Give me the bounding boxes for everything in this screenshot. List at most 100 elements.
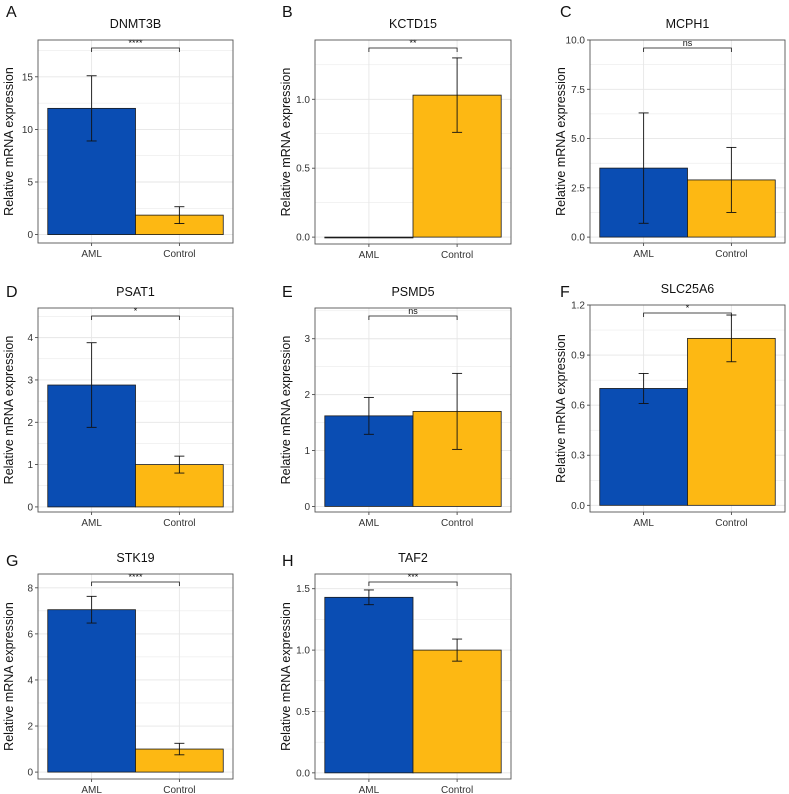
panel-title: KCTD15 (389, 17, 437, 31)
panel-title: DNMT3B (110, 17, 161, 31)
x-tick-label: Control (441, 250, 473, 261)
y-axis-label: Relative mRNA expression (2, 67, 16, 216)
significance-bracket (368, 47, 458, 52)
panel-B: B KCTD15 Relative mRNA expression 0.0 0.5 1.0… (279, 4, 512, 261)
x-tick-label: AML (81, 518, 102, 529)
y-tick-label: 0 (27, 768, 33, 779)
y-tick-label: 4 (27, 333, 33, 344)
y-tick-label: 0.5 (296, 164, 310, 175)
panel-title: PSAT1 (116, 285, 155, 299)
y-tick-label: 3 (304, 334, 310, 345)
y-tick-label: 1.2 (571, 301, 585, 312)
y-tick-label: 10 (22, 125, 34, 136)
y-tick-label: 0 (27, 230, 33, 241)
plot-frame (314, 307, 512, 513)
panel-letter: G (6, 553, 18, 570)
panel-E: E PSMD5 Relative mRNA expression 0 1 2 3 ns AML C… (279, 284, 512, 529)
panel-letter: E (282, 284, 293, 301)
x-tick-label: AML (81, 249, 102, 260)
y-tick-label: 0 (304, 502, 310, 513)
panel-letter: B (282, 4, 293, 21)
panel-title: MCPH1 (666, 17, 710, 31)
y-tick-label: 2 (27, 722, 33, 733)
y-axis-label: Relative mRNA expression (554, 334, 568, 483)
significance-bracket (643, 312, 732, 317)
bar-control (687, 337, 776, 506)
y-tick-label: 10.0 (566, 36, 586, 47)
y-axis-label: Relative mRNA expression (279, 602, 293, 751)
y-tick-label: 0.6 (571, 401, 585, 412)
x-tick-label: Control (163, 785, 195, 794)
y-tick-label: 3 (27, 375, 33, 386)
panel-A: A DNMT3B Relative mRNA expression 0 5 10 15 ***… (2, 4, 234, 260)
y-axis-label: Relative mRNA expression (279, 68, 293, 217)
significance-bracket (91, 581, 180, 586)
x-tick-label: AML (359, 785, 380, 794)
panel-letter: H (282, 553, 294, 570)
significance-bracket (368, 315, 458, 320)
bar-aml (47, 609, 136, 773)
plot-frame (314, 573, 512, 780)
x-tick-label: Control (441, 785, 473, 794)
panel-letter: D (6, 284, 18, 301)
plot-frame (314, 39, 512, 245)
y-tick-label: 0.0 (571, 501, 585, 512)
x-tick-label: AML (81, 785, 102, 794)
significance-label: ** (409, 38, 417, 48)
significance-label: **** (128, 38, 143, 48)
y-axis-label: Relative mRNA expression (2, 336, 16, 485)
significance-label: *** (408, 572, 419, 582)
significance-bracket (91, 315, 180, 320)
plot-frame (589, 39, 786, 244)
x-tick-label: Control (441, 518, 473, 529)
y-tick-label: 1 (27, 460, 33, 471)
y-tick-label: 0.0 (571, 233, 585, 244)
x-tick-label: Control (163, 518, 195, 529)
significance-label: ns (683, 38, 693, 48)
y-tick-label: 0 (27, 502, 33, 513)
bar-aml (324, 596, 414, 774)
y-tick-label: 1 (304, 446, 310, 457)
panel-letter: F (560, 284, 570, 301)
x-tick-label: AML (633, 518, 654, 529)
y-tick-label: 0.0 (296, 768, 310, 779)
y-tick-label: 5.0 (571, 134, 585, 145)
plot-frame (589, 304, 786, 513)
y-axis-label: Relative mRNA expression (554, 67, 568, 216)
y-tick-label: 1.5 (296, 584, 310, 595)
y-tick-label: 7.5 (571, 85, 585, 96)
panel-title: TAF2 (398, 551, 428, 565)
y-tick-label: 15 (22, 72, 34, 83)
x-tick-label: AML (359, 518, 380, 529)
panel-D: D PSAT1 Relative mRNA expression 0 1 2 3 4 * AML C… (2, 284, 234, 529)
y-tick-label: 4 (27, 675, 33, 686)
bar-aml (324, 236, 414, 239)
panel-title: SLC25A6 (661, 282, 715, 296)
y-tick-label: 0.5 (296, 707, 310, 718)
y-tick-label: 1.0 (296, 95, 310, 106)
panel-G: G STK19 Relative mRNA expression 0 2 4 6 8 **** A… (2, 551, 234, 794)
significance-label: **** (128, 572, 143, 582)
x-tick-label: Control (715, 249, 747, 260)
panel-title: STK19 (116, 551, 154, 565)
plot-frame (37, 307, 234, 513)
x-tick-label: Control (715, 518, 747, 529)
x-tick-label: AML (359, 250, 380, 261)
y-tick-label: 8 (27, 583, 33, 594)
x-tick-label: AML (633, 249, 654, 260)
panel-letter: C (560, 4, 572, 21)
bar-aml (599, 388, 688, 506)
y-tick-label: 2 (27, 418, 33, 429)
panel-H: H TAF2 Relative mRNA expression 0.0 0.5 1.0 1.… (279, 551, 512, 794)
significance-bracket (91, 47, 180, 52)
plot-frame (37, 39, 234, 244)
y-tick-label: 2 (304, 390, 310, 401)
panel-title: PSMD5 (391, 285, 434, 299)
y-tick-label: 6 (27, 629, 33, 640)
panel-letter: A (6, 4, 17, 21)
significance-label: * (134, 306, 138, 316)
significance-bracket (368, 581, 458, 586)
significance-bracket (643, 47, 732, 52)
y-axis-label: Relative mRNA expression (2, 602, 16, 751)
